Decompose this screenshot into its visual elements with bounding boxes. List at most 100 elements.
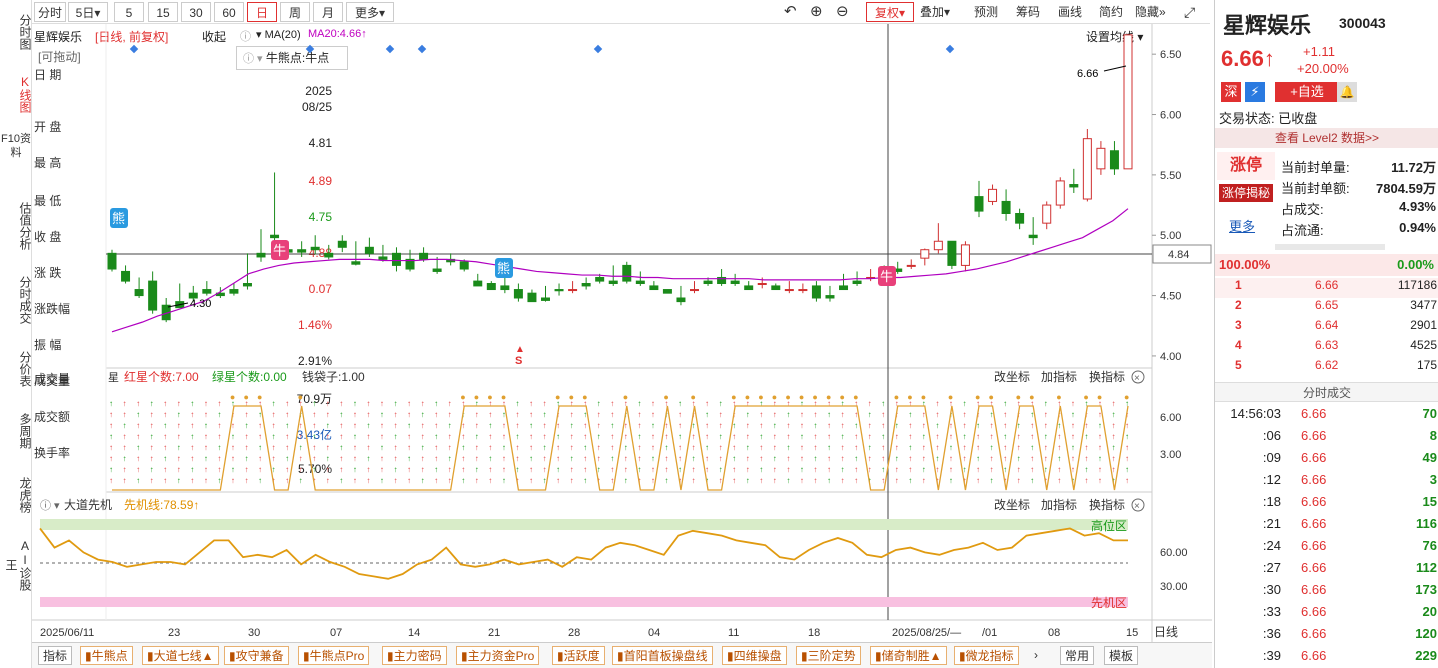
draggable-hint[interactable]: [可拖动] bbox=[38, 50, 81, 64]
star-mark: ↑ bbox=[136, 432, 140, 441]
star-mark: ↑ bbox=[841, 454, 845, 463]
kline-chart[interactable]: 6.50 6.00 5.50 5.00 4.50 4.00 4.84 熊 牛 熊 牛 ▲S… bbox=[0, 0, 1212, 642]
period-30min[interactable]: 30 bbox=[181, 2, 211, 22]
star-mark: ↑ bbox=[353, 465, 357, 474]
tab-activity[interactable]: ▮活跃度 bbox=[552, 646, 605, 665]
star-mark: ↑ bbox=[800, 443, 804, 452]
period-more[interactable]: 更多▾ bbox=[346, 2, 394, 22]
scroll-handle[interactable] bbox=[1275, 244, 1385, 250]
star-mark: ↑ bbox=[786, 454, 790, 463]
nav-multi-period[interactable]: 多周期 bbox=[18, 413, 32, 449]
indicator-help-icon[interactable]: ⓘ ▾ bbox=[243, 53, 263, 65]
scroll-right-icon[interactable]: › bbox=[1034, 648, 1038, 662]
help-icon[interactable]: ⓘ bbox=[240, 31, 251, 43]
tab-4d[interactable]: ▮四维操盘 bbox=[722, 646, 787, 665]
order-level-row[interactable]: 1 6.66 117186 bbox=[1215, 278, 1438, 298]
nav-f10[interactable]: F10资料 bbox=[0, 132, 32, 180]
order-level-row[interactable]: 2 6.65 3477 bbox=[1215, 298, 1438, 318]
price-tick-label: 5.00 bbox=[1160, 230, 1181, 242]
bull-signal-1: 牛 bbox=[271, 240, 289, 260]
tab-chuqi-label: 储奇制胜▲ bbox=[881, 649, 942, 663]
order-level-row[interactable]: 4 6.63 4525 bbox=[1215, 338, 1438, 358]
star-mark: ↑ bbox=[285, 443, 289, 452]
order-level-row[interactable]: 3 6.64 2901 bbox=[1215, 318, 1438, 338]
star-mark: ↑ bbox=[353, 432, 357, 441]
period-60min[interactable]: 60 bbox=[214, 2, 244, 22]
ma-selector[interactable]: ▾ MA(20) bbox=[256, 29, 301, 41]
period-week[interactable]: 周 bbox=[280, 2, 310, 22]
star-mark: ↑ bbox=[204, 476, 208, 485]
star-mark: ↑ bbox=[759, 399, 763, 408]
star-mark: ↑ bbox=[123, 410, 127, 419]
tick-row: :30 6.66 173 bbox=[1215, 582, 1438, 604]
tab-chuqi[interactable]: ▮储奇制胜▲ bbox=[870, 646, 947, 665]
simple-button[interactable]: 简约 bbox=[1099, 5, 1124, 19]
star-mark: ↑ bbox=[1017, 443, 1021, 452]
price-tick-label: 5.50 bbox=[1160, 170, 1181, 182]
star-mark: ↑ bbox=[502, 454, 506, 463]
set-ma-button[interactable]: 设置均线 ▾ bbox=[1086, 30, 1144, 44]
collapse-button[interactable]: 收起 bbox=[202, 30, 227, 44]
nav-ai-diagnosis[interactable]: AI诊股王 bbox=[4, 539, 32, 591]
undo-icon[interactable]: ↶ bbox=[784, 3, 797, 20]
adjust-button[interactable]: 复权▾ bbox=[866, 2, 914, 22]
forecast-button[interactable]: 预测 bbox=[974, 5, 999, 19]
nav-dragon-tiger[interactable]: 龙虎榜 bbox=[18, 477, 32, 513]
tab-weilong[interactable]: ▮微龙指标 bbox=[954, 646, 1019, 665]
sub2-change-axis: 改坐标 bbox=[994, 498, 1030, 512]
star-mark: ↑ bbox=[570, 443, 574, 452]
zoom-in-icon[interactable]: ⊕ bbox=[810, 3, 823, 20]
nav-valuation[interactable]: 估值分析 bbox=[18, 202, 32, 250]
period-month[interactable]: 月 bbox=[313, 2, 343, 22]
more-link[interactable]: 更多 bbox=[1229, 219, 1256, 234]
order-level-row[interactable]: 5 6.62 175 bbox=[1215, 358, 1438, 378]
period-5min[interactable]: 5 bbox=[114, 2, 144, 22]
tab-three-stage[interactable]: ▮三阶定势 bbox=[796, 646, 861, 665]
nav-price-table[interactable]: 分价表 bbox=[18, 351, 32, 387]
template-button[interactable]: 模板 bbox=[1104, 646, 1139, 665]
zoom-out-icon[interactable]: ⊖ bbox=[836, 3, 849, 20]
tab-main-code[interactable]: ▮主力密码 bbox=[382, 646, 447, 665]
limit-up-reveal[interactable]: 涨停揭秘 bbox=[1219, 184, 1273, 202]
draw-button[interactable]: 画线 bbox=[1058, 5, 1083, 19]
chips-button[interactable]: 筹码 bbox=[1016, 5, 1041, 19]
tab-dadao-seven[interactable]: ▮大道七线▲ bbox=[142, 646, 219, 665]
tab-main-funds-pro[interactable]: ▮主力资金Pro bbox=[456, 646, 540, 665]
star-mark: ↑ bbox=[868, 443, 872, 452]
tab-bull-bear-pro-label: 牛熊点Pro bbox=[309, 649, 365, 663]
star-mark: ↑ bbox=[773, 454, 777, 463]
candle-body bbox=[730, 280, 740, 285]
tab-attack-defense[interactable]: ▮攻守兼备 bbox=[224, 646, 289, 665]
nav-kline[interactable]: K线图 bbox=[18, 75, 32, 113]
period-15min[interactable]: 15 bbox=[148, 2, 178, 22]
low-label: 最 低 bbox=[34, 194, 62, 208]
tab-bull-bear-pro[interactable]: ▮牛熊点Pro bbox=[298, 646, 370, 665]
overlay-button[interactable]: 叠加▾ bbox=[920, 5, 951, 19]
add-watchlist-button[interactable]: +自选 bbox=[1275, 82, 1339, 102]
period-day[interactable]: 日 bbox=[247, 2, 277, 22]
star-mark: ↑ bbox=[163, 421, 167, 430]
tick-row: :18 6.66 15 bbox=[1215, 494, 1438, 516]
star-mark: ↑ bbox=[1125, 421, 1129, 430]
tab-bull-bear[interactable]: ▮牛熊点 bbox=[80, 646, 133, 665]
star-mark: ↑ bbox=[583, 476, 587, 485]
star-mark: ↑ bbox=[583, 454, 587, 463]
hide-button[interactable]: 隐藏» bbox=[1135, 5, 1166, 19]
nav-trade-detail[interactable]: 分时成交 bbox=[18, 276, 32, 324]
level2-link[interactable]: 查看 Level2 数据>> bbox=[1215, 128, 1438, 148]
bell-icon[interactable]: 🔔 bbox=[1337, 82, 1357, 102]
star-mark: ↑ bbox=[231, 432, 235, 441]
star-mark: ↑ bbox=[570, 432, 574, 441]
indicator-box[interactable]: ⓘ ▾ 牛熊点:牛点 bbox=[236, 46, 348, 70]
common-button[interactable]: 常用 bbox=[1060, 646, 1095, 665]
nav-fenshi[interactable]: 分时图 bbox=[18, 14, 32, 50]
fullscreen-icon[interactable]: ⤢ bbox=[1184, 4, 1196, 20]
candle-body bbox=[513, 289, 523, 299]
flash-icon[interactable]: ⚡ bbox=[1245, 82, 1265, 102]
period-5day[interactable]: 5日▾ bbox=[68, 2, 108, 22]
period-fenshi[interactable]: 分时 bbox=[34, 2, 66, 22]
tab-indicator[interactable]: 指标 bbox=[38, 646, 73, 665]
candle-body bbox=[473, 280, 483, 287]
tab-first-yang[interactable]: ▮首阳首板操盘线 bbox=[612, 646, 713, 665]
candle-body bbox=[798, 289, 808, 292]
